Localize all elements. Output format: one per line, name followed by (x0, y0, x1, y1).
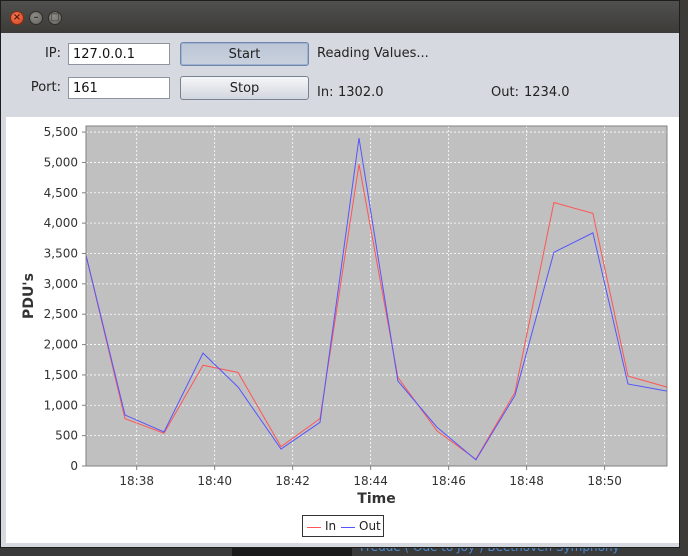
y-axis-ticks: 0 500 1,000 1,500 2,000 2,500 3,000 3,500 4,000 4… (44, 125, 86, 473)
legend-swatch-out (341, 527, 355, 528)
y-tick-label: 2,000 (44, 338, 78, 352)
start-button[interactable]: Start (180, 42, 309, 66)
close-icon: × (12, 12, 22, 23)
series-line-out (85, 138, 668, 461)
ip-label: IP: (44, 46, 61, 61)
out-value: 1234.0 (524, 85, 570, 100)
minimize-icon: – (33, 12, 39, 23)
x-tick-label: 18:46 (431, 474, 466, 488)
title-bar: × – □ (1, 1, 679, 33)
close-button[interactable]: × (10, 11, 24, 25)
x-axis-label: Time (357, 491, 395, 507)
y-tick-label: 3,500 (44, 247, 78, 261)
stop-button[interactable]: Stop (180, 76, 309, 100)
y-tick-label: 4,500 (44, 186, 78, 200)
x-tick-label: 18:40 (197, 474, 232, 488)
chart-legend: In Out (302, 515, 384, 537)
x-tick-label: 18:42 (275, 474, 310, 488)
y-tick-label: 0 (70, 459, 78, 473)
legend-label-in: In (325, 519, 337, 533)
x-tick-label: 18:44 (353, 474, 388, 488)
y-tick-label: 2,500 (44, 307, 78, 321)
x-tick-label: 18:48 (509, 474, 544, 488)
ip-input[interactable] (68, 43, 170, 65)
in-value: 1302.0 (338, 85, 384, 100)
x-axis-ticks: 18:38 18:40 18:42 18:44 18:46 18:48 18:50 (119, 466, 622, 488)
x-tick-label: 18:50 (587, 474, 622, 488)
port-label: Port: (30, 80, 61, 95)
desktop-edge (680, 0, 688, 556)
y-tick-label: 4,000 (44, 216, 78, 230)
x-tick-label: 18:38 (119, 474, 154, 488)
grid-lines (86, 126, 667, 466)
series-lines (85, 138, 668, 461)
y-tick-label: 5,000 (44, 155, 78, 169)
legend-swatch-in (307, 527, 321, 528)
port-input[interactable] (68, 77, 170, 99)
plot-area (86, 126, 667, 466)
y-tick-label: 500 (55, 429, 78, 443)
y-tick-label: 5,500 (44, 125, 78, 139)
series-line-in (85, 164, 668, 461)
minimize-button[interactable]: – (29, 11, 43, 25)
plot-border (85, 125, 668, 467)
y-axis-label: PDU's (21, 273, 37, 319)
maximize-button[interactable]: □ (48, 11, 62, 25)
y-tick-label: 3,000 (44, 277, 78, 291)
status-text: Reading Values... (317, 46, 429, 61)
y-tick-label: 1,000 (44, 398, 78, 412)
legend-label-out: Out (359, 519, 381, 533)
maximize-icon: □ (50, 12, 60, 23)
in-label: In: (317, 85, 334, 100)
y-tick-label: 1,500 (44, 368, 78, 382)
out-label: Out: (491, 85, 519, 100)
